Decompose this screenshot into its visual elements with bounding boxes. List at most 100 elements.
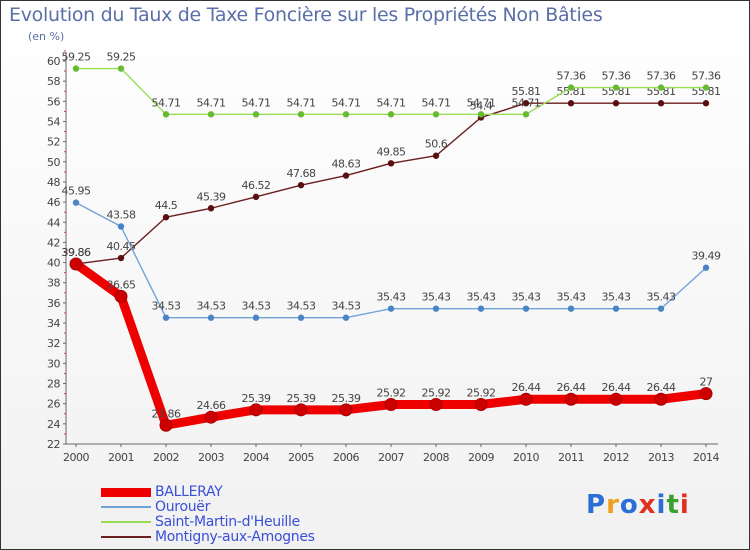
data-point-montigny-aux-amognes: [117, 254, 125, 262]
logo-letter: t: [666, 490, 680, 520]
data-label-montigny-aux-amognes: 45.39: [197, 190, 226, 203]
data-label-balleray: 25.39: [242, 392, 271, 405]
data-label-montigny-aux-amognes: 47.68: [287, 167, 316, 180]
y-tick-label: 24: [47, 418, 60, 431]
y-tick-label: 26: [47, 398, 60, 411]
x-tick-label: 2009: [468, 451, 494, 464]
x-tick-label: 2006: [333, 451, 359, 464]
data-label-saint-martin-d-heuille: 54.71: [287, 96, 316, 109]
legend-label-ourouer: Ourouër: [155, 499, 211, 515]
data-label-montigny-aux-amognes: 46.52: [242, 179, 271, 192]
data-point-balleray: [339, 403, 353, 417]
data-point-ourou-r: [72, 199, 80, 206]
proxiti-logo: Proxiti: [586, 490, 690, 520]
y-tick-label: 28: [47, 378, 60, 391]
y-tick-label: 38: [47, 277, 60, 290]
data-label-ourou-r: 34.53: [152, 300, 181, 313]
data-label-ourou-r: 34.53: [242, 300, 271, 313]
data-label-montigny-aux-amognes: 55.81: [692, 85, 721, 98]
data-point-balleray: [159, 418, 173, 432]
x-tick-label: 2001: [108, 451, 134, 464]
y-tick-label: 32: [47, 337, 60, 350]
y-tick-label: 48: [47, 176, 60, 189]
data-label-ourou-r: 35.43: [602, 291, 631, 304]
data-point-saint-martin-d-heuille: [612, 84, 620, 91]
data-point-ourou-r: [162, 314, 170, 321]
data-point-montigny-aux-amognes: [432, 152, 440, 159]
data-label-montigny-aux-amognes: 54.4: [470, 99, 493, 112]
data-label-ourou-r: 34.53: [287, 300, 316, 313]
data-label-ourou-r: 39.49: [692, 250, 721, 263]
y-axis-label: (en %): [28, 30, 65, 43]
data-label-montigny-aux-amognes: 55.81: [647, 85, 676, 98]
data-point-ourou-r: [387, 305, 395, 312]
data-label-montigny-aux-amognes: 49.85: [377, 145, 406, 158]
data-point-ourou-r: [207, 314, 215, 321]
x-tick-label: 2013: [648, 451, 674, 464]
data-point-saint-martin-d-heuille: [117, 65, 125, 72]
data-label-saint-martin-d-heuille: 54.71: [152, 96, 181, 109]
data-point-balleray: [564, 392, 578, 406]
data-point-balleray: [384, 397, 398, 411]
data-label-saint-martin-d-heuille: 54.71: [422, 96, 451, 109]
data-point-ourou-r: [522, 305, 530, 312]
data-point-balleray: [474, 397, 488, 411]
data-point-balleray: [114, 289, 128, 303]
data-label-ourou-r: 35.43: [422, 291, 451, 304]
x-tick-label: 2004: [243, 451, 269, 464]
data-label-ourou-r: 35.43: [467, 291, 496, 304]
data-label-ourou-r: 45.95: [62, 185, 91, 198]
data-point-montigny-aux-amognes: [387, 160, 395, 167]
logo-letter: P: [586, 490, 607, 520]
data-point-montigny-aux-amognes: [207, 205, 215, 212]
data-label-montigny-aux-amognes: 50.6: [425, 138, 448, 151]
x-tick-label: 2012: [603, 451, 629, 464]
y-tick-label: 42: [47, 236, 60, 249]
data-point-ourou-r: [432, 305, 440, 312]
x-tick-label: 2002: [153, 451, 179, 464]
y-tick-label: 56: [47, 95, 60, 108]
legend-swatch-balleray: [101, 488, 151, 497]
data-label-balleray: 25.39: [332, 392, 361, 405]
data-label-balleray: 25.92: [422, 386, 451, 399]
data-label-montigny-aux-amognes: 55.81: [557, 85, 586, 98]
data-label-saint-martin-d-heuille: 59.25: [62, 51, 91, 64]
data-label-ourou-r: 34.53: [197, 300, 226, 313]
data-label-saint-martin-d-heuille: 54.71: [467, 96, 496, 109]
y-tick-label: 40: [47, 257, 60, 270]
y-tick-label: 54: [47, 115, 60, 128]
data-label-saint-martin-d-heuille: 54.71: [377, 96, 406, 109]
data-point-montigny-aux-amognes: [162, 214, 170, 221]
y-tick-label: 50: [47, 156, 60, 169]
legend-label-montigny: Montigny-aux-Amognes: [155, 529, 315, 545]
data-label-montigny-aux-amognes: 44.5: [155, 199, 178, 212]
x-tick-label: 2000: [63, 451, 89, 464]
data-label-ourou-r: 35.43: [377, 291, 406, 304]
data-point-balleray: [294, 403, 308, 417]
y-tick-label: 46: [47, 196, 60, 209]
data-label-saint-martin-d-heuille: 57.36: [602, 70, 631, 83]
data-point-montigny-aux-amognes: [567, 100, 575, 107]
data-point-montigny-aux-amognes: [657, 100, 665, 107]
data-label-ourou-r: 35.43: [557, 291, 586, 304]
y-tick-label: 52: [47, 136, 60, 149]
data-label-saint-martin-d-heuille: 57.36: [692, 70, 721, 83]
data-point-ourou-r: [567, 305, 575, 312]
data-label-saint-martin-d-heuille: 54.71: [332, 96, 361, 109]
data-point-balleray: [69, 257, 83, 271]
data-label-balleray: 26.44: [557, 381, 586, 394]
data-point-ourou-r: [702, 264, 710, 271]
data-point-balleray: [204, 410, 218, 424]
data-point-ourou-r: [117, 223, 125, 230]
data-point-balleray: [654, 392, 668, 406]
data-point-saint-martin-d-heuille: [432, 111, 440, 118]
data-point-ourou-r: [252, 314, 260, 321]
legend-swatch-ourouer: [101, 506, 151, 508]
data-label-balleray: 36.65: [107, 278, 136, 291]
data-point-saint-martin-d-heuille: [342, 111, 350, 118]
data-point-montigny-aux-amognes: [252, 193, 260, 201]
data-label-montigny-aux-amognes: 48.63: [332, 158, 361, 171]
series-line-montigny-aux-amognes: [75, 102, 707, 265]
